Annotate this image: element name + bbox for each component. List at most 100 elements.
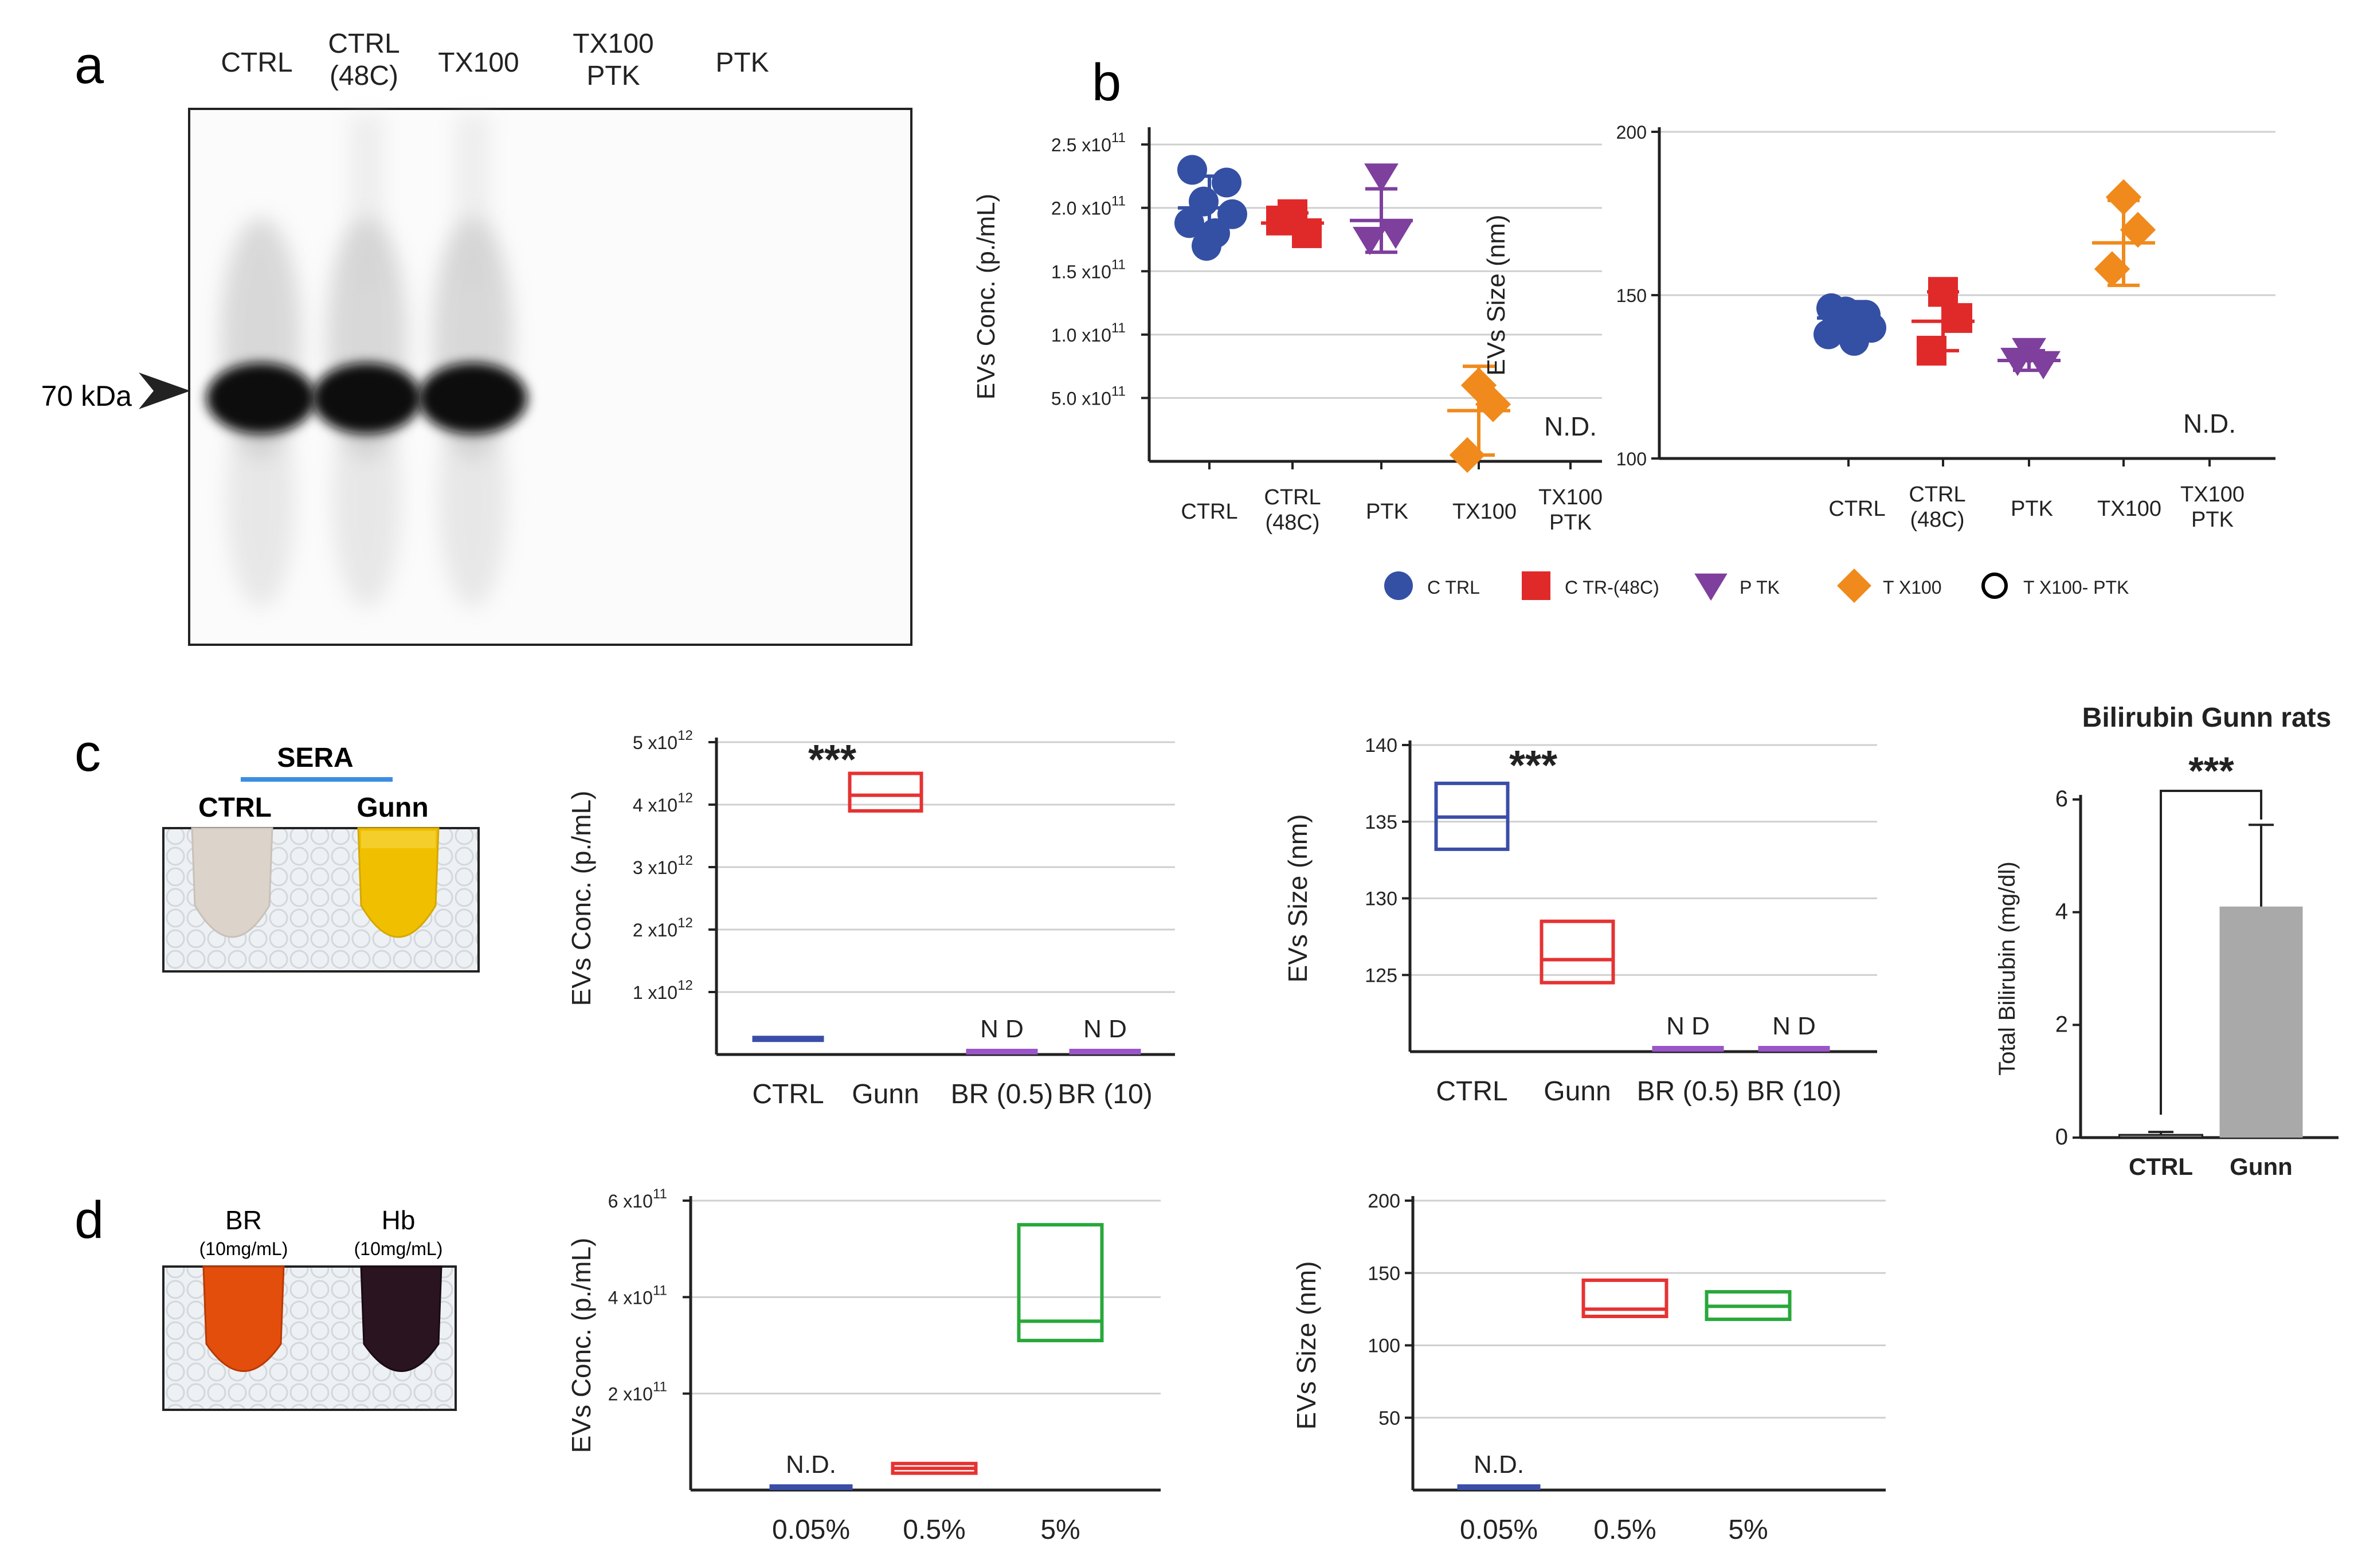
- x-tick-label-1-line: (48C): [1910, 508, 1964, 532]
- chart-evs-size-br: 50 100 150 200 EVs Size (nm) 0.05% 0.5% 5% N.D.: [1291, 1190, 1886, 1545]
- significance-stars: ***: [2188, 749, 2234, 793]
- y-axis-label: EVs Size (nm): [1291, 1261, 1321, 1430]
- y-tick-label-base: 3 x10: [633, 857, 677, 878]
- lane-label-2-line: TX100: [438, 48, 519, 78]
- box-filled: [1652, 1046, 1724, 1052]
- y-tick-label: 4 x1012: [633, 790, 693, 816]
- data-point: [2026, 351, 2061, 379]
- x-tick-label-0: CTRL: [752, 1079, 824, 1110]
- y-tick-label-base: 4 x10: [633, 795, 677, 816]
- x-tick-label-0-line: CTRL: [1828, 497, 1885, 521]
- y-axis-label: EVs Size (nm): [1283, 814, 1313, 983]
- nd-label: N.D.: [786, 1451, 836, 1479]
- legend-marker-2: [1694, 573, 1728, 601]
- box-filled: [769, 1484, 853, 1490]
- legend-label-2: P TK: [1740, 577, 1780, 598]
- y-tick-label: 100: [1368, 1335, 1400, 1357]
- y-tick-label-exp: 11: [653, 1283, 667, 1298]
- y-tick-label-exp: 11: [653, 1186, 667, 1202]
- data-point: [2105, 179, 2142, 215]
- data-point: [2120, 211, 2156, 248]
- y-tick-label: 3 x1012: [633, 853, 693, 878]
- y-tick-label-base: 2.0 x10: [1051, 198, 1111, 219]
- x-tick-label-1: 0.5%: [1593, 1515, 1656, 1545]
- y-tick-label: 200: [1616, 122, 1647, 143]
- y-tick-label: 135: [1365, 812, 1397, 833]
- x-tick-label-0-line: CTRL: [1181, 500, 1237, 524]
- y-tick-label: 100: [1616, 449, 1647, 469]
- y-tick-label-exp: 11: [1111, 194, 1126, 209]
- nd-label: N D: [980, 1015, 1024, 1043]
- panel-letter-b: b: [1092, 53, 1121, 112]
- y-axis-label: EVs Conc. (p./mL): [566, 791, 596, 1006]
- nd-label: N.D.: [1544, 411, 1597, 441]
- y-tick-label-exp: 11: [1111, 383, 1126, 399]
- y-axis-label: EVs Conc. (p./mL): [972, 194, 1000, 399]
- panel-letter-a: a: [75, 36, 104, 95]
- bilirubin-chart-title: Bilirubin Gunn rats: [2082, 703, 2332, 733]
- legend-marker-0: [1384, 571, 1413, 600]
- y-tick-label: 4: [2055, 899, 2068, 924]
- tube-gunn-meniscus: [361, 831, 436, 848]
- legend-label-0: C TRL: [1427, 577, 1480, 598]
- data-point: [1814, 319, 1843, 350]
- x-tick-label-3: BR (10): [1057, 1079, 1152, 1110]
- y-tick-label: 4 x1011: [608, 1283, 667, 1308]
- lane-label-1: CTRL (48C): [328, 29, 399, 91]
- y-tick-label-exp: 12: [677, 853, 693, 868]
- data-point: [1364, 163, 1399, 192]
- y-tick-label: 150: [1368, 1263, 1400, 1284]
- y-tick-label-base: 6 x10: [608, 1191, 653, 1212]
- panel-letter-c: c: [75, 724, 101, 782]
- box-filled: [1758, 1046, 1830, 1052]
- nd-label: N.D.: [1474, 1451, 1524, 1479]
- nd-label: N D: [1083, 1015, 1127, 1043]
- y-tick-label: 2 x1012: [633, 915, 693, 940]
- legend-label-1: C TR-(48C): [1565, 577, 1659, 598]
- tube-br-image: [202, 1265, 285, 1372]
- x-tick-label-3: TX100: [1452, 500, 1517, 524]
- x-tick-label-4-line: PTK: [2191, 508, 2234, 532]
- blot-frame: [188, 108, 912, 646]
- y-tick-label-base: 1.5 x10: [1051, 261, 1111, 282]
- x-tick-label-2: 5%: [1728, 1515, 1768, 1545]
- y-tick-label: 5 x1012: [633, 728, 693, 753]
- lane-label-4-line: PTK: [715, 48, 769, 78]
- x-tick-label-1: Gunn: [852, 1079, 919, 1110]
- y-tick-label-base: 2 x10: [608, 1384, 653, 1405]
- legend-label-3: T X100: [1883, 577, 1942, 598]
- box: [1017, 1223, 1104, 1343]
- legend-label-4: T X100- PTK: [2023, 577, 2129, 598]
- nd-label: N D: [1772, 1012, 1816, 1040]
- x-tick-label-2: PTK: [2011, 497, 2053, 521]
- data-point: [1212, 167, 1241, 198]
- x-tick-label-4: TX100 PTK: [2180, 483, 2245, 532]
- tube-ctrl-image: [191, 827, 273, 938]
- significance-bracket: [2160, 790, 2262, 1115]
- lane-label-0-line: CTRL: [221, 48, 292, 78]
- data-point: [1177, 155, 1207, 185]
- protein-band: [418, 363, 527, 434]
- x-tick-label-1: Gunn: [2230, 1153, 2293, 1180]
- tube-label-hb: Hb: [382, 1205, 416, 1235]
- y-tick-label: 1.0 x1011: [1051, 320, 1126, 346]
- box-filled: [1457, 1484, 1541, 1490]
- y-tick-label-base: 2.5 x10: [1051, 135, 1111, 155]
- legend-treatments: C TRL C TR-(48C) P TK T X100 T X100- PTK: [1384, 569, 2129, 603]
- nd-label: N.D.: [2183, 409, 2236, 438]
- x-tick-label-0: 0.05%: [1460, 1515, 1538, 1545]
- x-tick-label-0: 0.05%: [772, 1515, 850, 1545]
- y-tick-label: 6 x1011: [608, 1186, 667, 1212]
- x-tick-label-3: BR (10): [1746, 1076, 1841, 1107]
- box: [1540, 919, 1615, 985]
- x-tick-label-0: CTRL: [1181, 500, 1237, 524]
- y-tick-label-base: 1 x10: [633, 982, 677, 1003]
- bar: [2219, 906, 2303, 1138]
- blot-bands: [206, 363, 527, 434]
- y-tick-label: 150: [1616, 285, 1647, 306]
- y-axis-label: Total Bilirubin (mg/dl): [1995, 861, 2020, 1075]
- y-axis-label: EVs Size (nm): [1482, 214, 1510, 375]
